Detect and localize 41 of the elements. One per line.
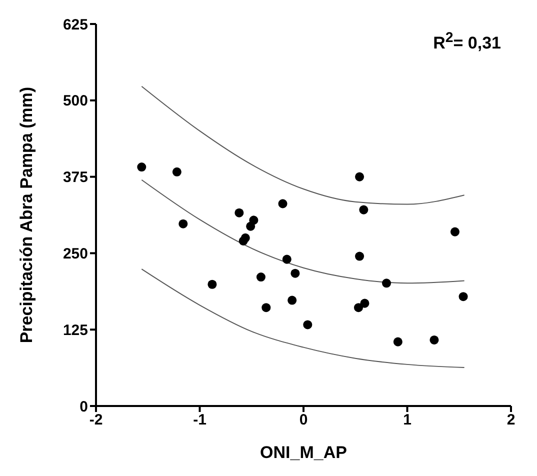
point bbox=[355, 172, 364, 182]
x-tick-label: -1 bbox=[193, 412, 206, 429]
line-series bbox=[141, 179, 465, 284]
point bbox=[256, 272, 266, 282]
line-series bbox=[141, 268, 465, 368]
point bbox=[278, 199, 288, 208]
point bbox=[238, 236, 248, 246]
point bbox=[430, 335, 439, 344]
point bbox=[359, 205, 368, 214]
x-tick-label: 1 bbox=[403, 412, 412, 429]
point bbox=[354, 303, 363, 312]
x-axis-title: ONI_M_AP bbox=[260, 443, 347, 462]
point bbox=[382, 278, 392, 288]
point bbox=[178, 219, 188, 228]
line-series bbox=[141, 86, 465, 205]
point bbox=[360, 298, 370, 308]
x-tick-label: 2 bbox=[506, 412, 516, 429]
point bbox=[288, 296, 297, 305]
point bbox=[246, 222, 256, 231]
x-tick-label: 0 bbox=[299, 412, 308, 429]
y-tick-label: 500 bbox=[62, 92, 88, 110]
point bbox=[208, 280, 217, 289]
y-tick-label: 625 bbox=[62, 16, 88, 34]
y-axis-title: Precipitación Abra Pampa (mm) bbox=[17, 86, 36, 344]
y-tick-label: 375 bbox=[62, 169, 88, 186]
point bbox=[458, 292, 468, 302]
point bbox=[290, 268, 300, 278]
x-tick-label: -2 bbox=[89, 412, 103, 429]
y-tick-label: 250 bbox=[62, 246, 88, 263]
point bbox=[137, 162, 146, 172]
annotation: R$^{2}$= 0,31 bbox=[433, 30, 501, 54]
point bbox=[303, 320, 312, 330]
point bbox=[355, 252, 364, 261]
y-tick-label: 0 bbox=[80, 398, 88, 416]
y-tick-label: 125 bbox=[62, 322, 88, 339]
point bbox=[234, 208, 244, 218]
point bbox=[172, 167, 182, 176]
point bbox=[393, 337, 402, 346]
point bbox=[282, 254, 292, 264]
point bbox=[450, 227, 460, 236]
point bbox=[262, 303, 271, 312]
